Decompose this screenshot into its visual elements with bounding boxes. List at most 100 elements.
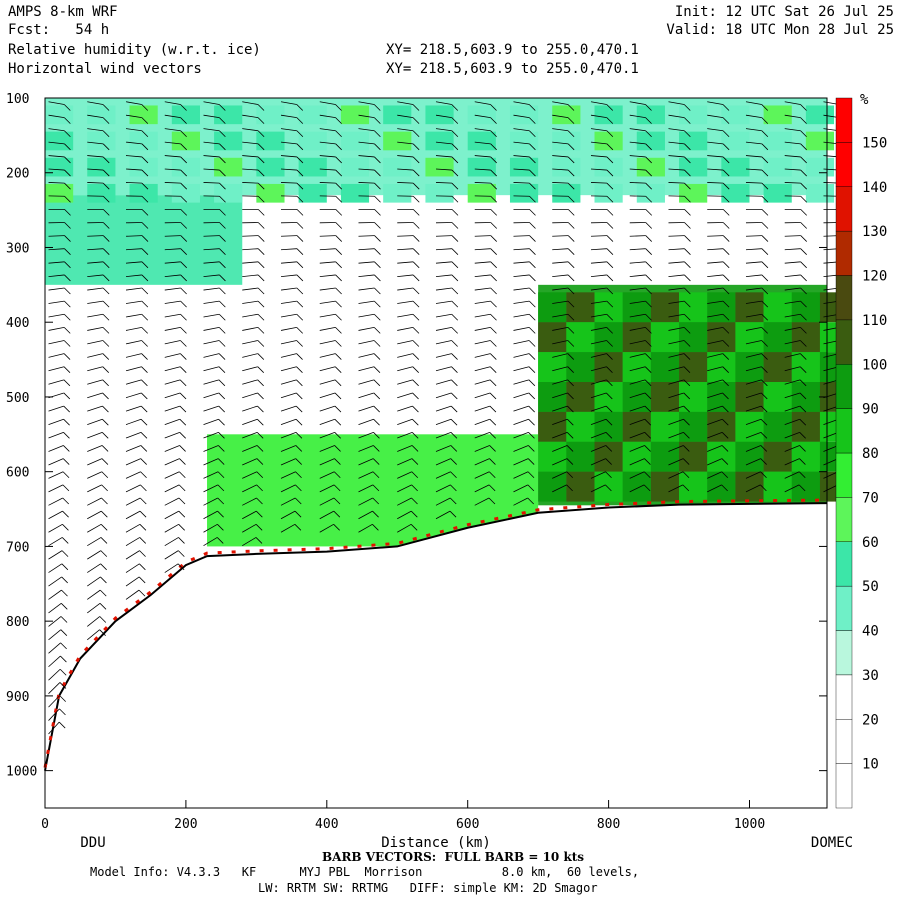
wind-barb-flag	[61, 537, 69, 544]
wind-barb	[745, 274, 762, 278]
wind-barb-flag	[412, 392, 419, 400]
rh-patch	[707, 322, 736, 353]
wind-barb	[745, 128, 762, 132]
wind-barb-flag	[684, 235, 691, 242]
wind-barb-flag	[373, 353, 381, 360]
wind-barb-flag	[682, 458, 690, 465]
wind-barb	[629, 484, 645, 493]
wind-barb-flag	[180, 143, 187, 151]
wind-barb-flag	[761, 130, 769, 138]
wind-barb-flag	[683, 418, 690, 426]
wind-barb	[280, 326, 297, 331]
wind-barb	[823, 471, 839, 479]
wind-barb	[629, 405, 646, 412]
wind-barb	[784, 471, 800, 479]
wind-barb	[48, 602, 62, 614]
rh-patch	[594, 441, 623, 472]
wind-barb-flag	[799, 445, 806, 452]
wind-barb	[435, 445, 451, 452]
colorbar-label: 40	[862, 624, 879, 640]
wind-barb	[48, 458, 64, 466]
colorbar-label: 150	[862, 135, 887, 151]
wind-barb-flag	[218, 327, 226, 334]
wind-barb-flag	[256, 432, 264, 439]
wind-barb-flag	[180, 117, 187, 124]
wind-barb-flag	[683, 353, 691, 360]
rh-patch	[594, 183, 623, 203]
wind-barb	[164, 405, 181, 412]
wind-barb	[48, 655, 61, 668]
wind-barb-flag	[800, 340, 807, 347]
wind-barb	[513, 182, 530, 184]
wind-barb	[590, 353, 607, 358]
wind-barb	[164, 101, 181, 105]
wind-barb	[164, 366, 181, 372]
wind-barb	[668, 392, 684, 399]
model-title: AMPS 8-km WRF	[8, 4, 118, 20]
colorbar-swatch	[835, 186, 853, 232]
wind-barb-flag	[335, 248, 343, 255]
wind-barb	[319, 510, 335, 520]
wind-barb-flag	[721, 445, 729, 452]
wind-barb-flag	[529, 195, 536, 203]
wind-barb-flag	[180, 156, 187, 164]
wind-barb-flag	[373, 327, 381, 334]
wind-barb-flag	[722, 379, 729, 387]
wind-barb	[203, 182, 220, 184]
wind-barb	[707, 235, 724, 237]
wind-barb-flag	[799, 405, 807, 413]
wind-barb-flag	[296, 156, 304, 164]
wind-barb-flag	[529, 274, 536, 282]
wind-barb	[707, 484, 722, 493]
wind-barb-flag	[606, 117, 614, 124]
wind-barb	[203, 261, 220, 264]
wind-barb	[319, 418, 335, 425]
wind-barb-flag	[102, 327, 110, 334]
wind-barb	[319, 366, 336, 372]
wind-barb	[513, 471, 529, 479]
wind-barb	[474, 431, 490, 439]
rh-patch	[538, 411, 567, 442]
wind-barb	[280, 101, 297, 105]
wind-barb	[590, 235, 607, 237]
wind-barb-flag	[102, 143, 110, 151]
wind-barb	[668, 248, 685, 251]
wind-barb-flag	[180, 248, 188, 255]
wind-barb	[164, 235, 181, 237]
wind-barb-flag	[682, 471, 690, 479]
wind-barb-flag	[138, 589, 146, 597]
wind-barb	[87, 235, 104, 237]
wind-barb-flag	[490, 130, 497, 138]
wind-barb	[48, 563, 63, 573]
rh-patch	[566, 322, 595, 353]
wind-barb-flag	[141, 130, 149, 138]
wind-barb	[319, 379, 336, 385]
rh-patch	[538, 441, 567, 472]
wind-barb-flag	[529, 248, 536, 255]
wind-barb-flag	[490, 313, 497, 321]
wind-barb-flag	[257, 327, 265, 334]
wind-barb	[87, 484, 102, 493]
wind-barb-flag	[488, 484, 496, 492]
wind-barb-flag	[178, 497, 186, 505]
wind-barb-flag	[64, 195, 71, 203]
wind-barb	[242, 155, 259, 158]
wind-barb-flag	[141, 313, 149, 321]
wind-barb-flag	[219, 117, 226, 124]
wind-barb-flag	[179, 392, 187, 400]
wind-barb	[48, 248, 65, 251]
wind-barb-flag	[800, 274, 807, 282]
wind-barb	[513, 313, 530, 318]
wind-barb-flag	[683, 445, 690, 452]
wind-barb-flag	[722, 130, 730, 138]
wind-barb	[784, 340, 801, 345]
wind-barb	[629, 379, 646, 385]
model-info: Model Info: V4.3.3 KF MYJ PBL Morrison 8…	[90, 865, 640, 879]
wind-barb-flag	[800, 156, 807, 164]
wind-barb-flag	[219, 195, 226, 203]
wind-barb-flag	[489, 379, 497, 387]
wind-barb-flag	[257, 156, 265, 164]
rh-patch	[298, 131, 327, 151]
endpoint-left: DDU	[80, 835, 105, 851]
wind-barb-flag	[451, 104, 459, 111]
